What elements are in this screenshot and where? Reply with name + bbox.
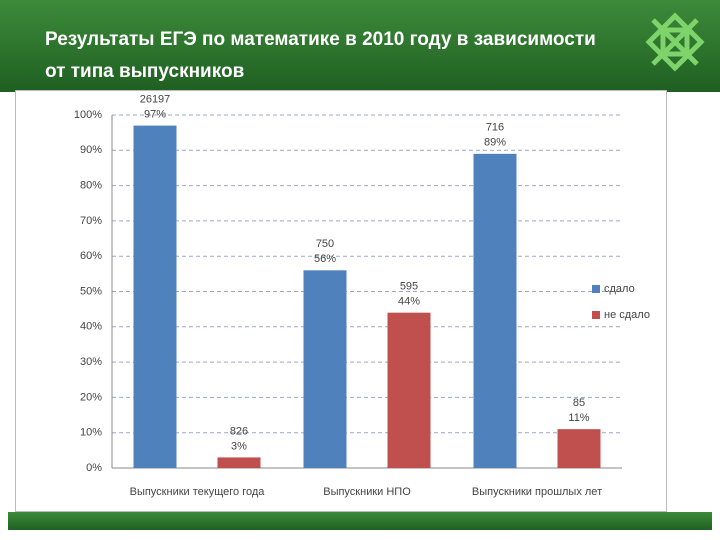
count-label: 826 [230, 425, 248, 437]
y-tick-label: 40% [80, 321, 102, 333]
legend-swatch [592, 285, 600, 293]
x-tick-label: Выпускники прошлых лет [472, 486, 602, 498]
y-tick-label: 50% [80, 285, 102, 297]
footer-band [8, 512, 712, 530]
count-label: 716 [486, 122, 504, 134]
value-label: 3% [231, 440, 247, 452]
y-tick-label: 80% [80, 180, 102, 192]
bar [303, 270, 347, 468]
count-label: 595 [400, 281, 418, 293]
bar [557, 429, 601, 468]
y-tick-label: 0% [86, 462, 102, 474]
count-label: 750 [316, 238, 334, 250]
value-label: 11% [568, 412, 589, 424]
y-tick-label: 10% [80, 427, 102, 439]
x-tick-label: Выпускники НПО [323, 486, 411, 498]
value-label: 56% [314, 253, 336, 265]
legend-label: не сдало [604, 309, 650, 321]
legend-label: сдало [604, 283, 635, 295]
count-label: 26197 [140, 93, 171, 105]
value-label: 44% [398, 296, 420, 308]
legend-swatch [592, 311, 600, 319]
bar [473, 153, 517, 468]
slide-title: Результаты ЕГЭ по математике в 2010 году… [45, 29, 596, 82]
bar [217, 457, 261, 468]
y-tick-label: 60% [80, 250, 102, 262]
logo [645, 12, 705, 72]
y-tick-label: 30% [80, 356, 102, 368]
bar [387, 312, 431, 468]
bar [133, 125, 177, 468]
y-tick-label: 100% [74, 109, 102, 121]
header-band [0, 0, 720, 92]
y-tick-label: 20% [80, 391, 102, 403]
y-tick-label: 90% [80, 144, 102, 156]
count-label: 85 [573, 397, 585, 409]
x-tick-label: Выпускники текущего года [130, 486, 266, 498]
value-label: 89% [484, 137, 506, 149]
value-label: 97% [144, 108, 166, 120]
y-tick-label: 70% [80, 215, 102, 227]
